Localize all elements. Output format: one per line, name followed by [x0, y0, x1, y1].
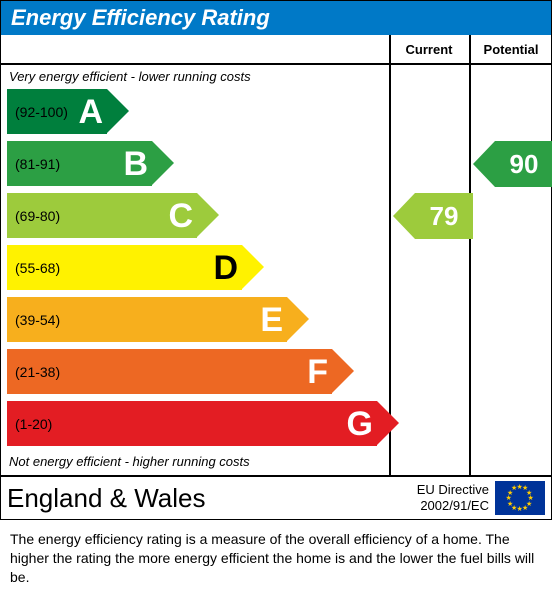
bar-range: (1-20): [15, 416, 52, 432]
bar-letter: F: [307, 355, 328, 389]
chart-area: Current Potential Very energy efficient …: [1, 35, 551, 475]
rating-bar-d: (55-68) D: [7, 245, 377, 290]
potential-pointer: 90: [473, 141, 552, 187]
bar-range: (92-100): [15, 104, 68, 120]
directive-label: EU Directive 2002/91/EC: [417, 482, 489, 513]
bar-letter: D: [213, 251, 238, 285]
header-current: Current: [389, 35, 469, 57]
directive-line1: EU Directive: [417, 482, 489, 497]
bar-letter: C: [168, 199, 193, 233]
footer-row: England & Wales EU Directive 2002/91/EC …: [1, 475, 551, 519]
rating-bars: (92-100) A (81-91) B (69-80) C (55-68) D (39-54)…: [7, 89, 377, 453]
epc-chart: Energy Efficiency Rating Current Potenti…: [0, 0, 552, 520]
rating-bar-a: (92-100) A: [7, 89, 377, 134]
current-value: 79: [415, 193, 473, 239]
current-pointer-arrow: [393, 193, 415, 239]
current-pointer: 79: [393, 193, 473, 239]
bar-range: (21-38): [15, 364, 60, 380]
caption-efficient: Very energy efficient - lower running co…: [9, 69, 251, 84]
rating-bar-f: (21-38) F: [7, 349, 377, 394]
bar-range: (55-68): [15, 260, 60, 276]
column-divider-2: [469, 35, 471, 475]
rating-bar-b: (81-91) B: [7, 141, 377, 186]
header-potential: Potential: [471, 35, 551, 57]
directive-line2: 2002/91/EC: [420, 498, 489, 513]
rating-bar-c: (69-80) C: [7, 193, 377, 238]
header-row: Current Potential: [1, 35, 551, 65]
rating-bar-g: (1-20) G: [7, 401, 377, 446]
title-bar: Energy Efficiency Rating: [1, 1, 551, 35]
bar-range: (39-54): [15, 312, 60, 328]
bar-letter: G: [347, 407, 373, 441]
description-text: The energy efficiency rating is a measur…: [0, 520, 552, 597]
region-label: England & Wales: [7, 483, 417, 514]
eu-flag-icon: ★★★★★★★★★★★★: [495, 481, 545, 515]
potential-value: 90: [495, 141, 552, 187]
caption-inefficient: Not energy efficient - higher running co…: [9, 454, 250, 469]
bar-letter: A: [78, 95, 103, 129]
bar-letter: B: [123, 147, 148, 181]
potential-pointer-arrow: [473, 141, 495, 187]
bar-range: (81-91): [15, 156, 60, 172]
rating-bar-e: (39-54) E: [7, 297, 377, 342]
title-text: Energy Efficiency Rating: [11, 5, 270, 30]
bar-range: (69-80): [15, 208, 60, 224]
bar-letter: E: [260, 303, 283, 337]
